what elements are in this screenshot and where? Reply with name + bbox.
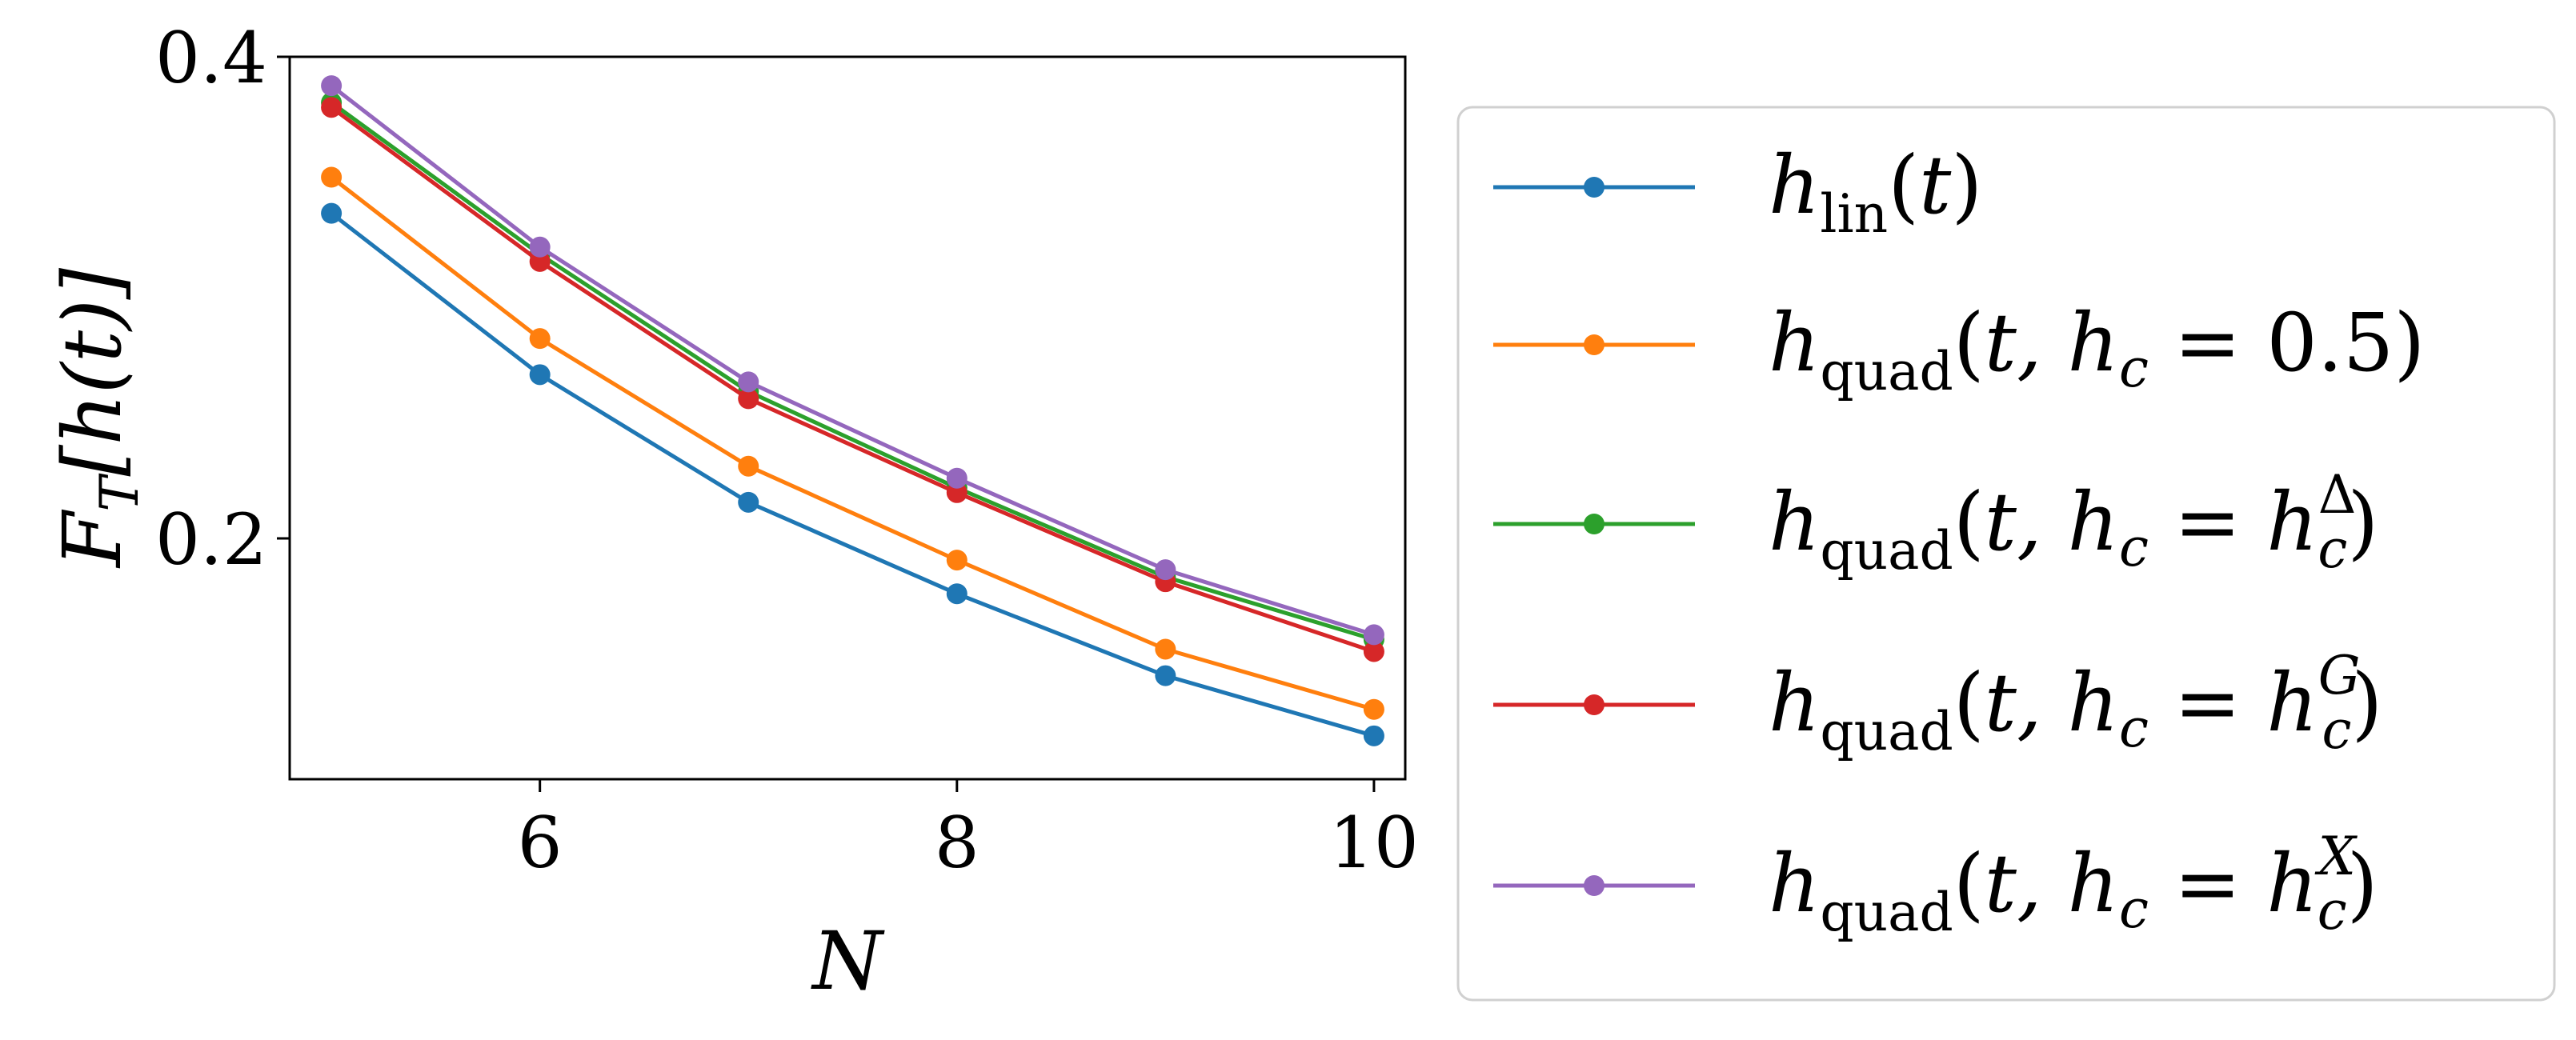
legend-marker bbox=[1584, 694, 1604, 715]
data-point-x bbox=[738, 371, 759, 393]
legend-entry-lin: hlin(t) bbox=[1493, 138, 1982, 245]
legend-entry-g: hquad(t, hc = hG c) bbox=[1493, 645, 2382, 762]
legend-entry-half: hquad(t, hc = 0.5) bbox=[1493, 296, 2425, 402]
data-point-lin bbox=[738, 491, 759, 513]
legend-label: hlin(t) bbox=[1769, 138, 1982, 245]
y-axis-label: FT[h(t)] bbox=[46, 267, 150, 569]
data-point-g bbox=[738, 388, 759, 410]
x-tick-label: 10 bbox=[1329, 802, 1419, 884]
legend-label: hquad(t, hc = hG c) bbox=[1769, 645, 2382, 762]
data-point-g bbox=[529, 250, 551, 272]
legend-label: hquad(t, hc = hX c) bbox=[1769, 826, 2378, 943]
data-point-half bbox=[946, 550, 968, 571]
data-point-half bbox=[1363, 698, 1384, 720]
legend-marker bbox=[1584, 875, 1604, 896]
data-point-half bbox=[1155, 638, 1176, 660]
legend: hlin(t) hquad(t, hc = 0.5) hquad(t, hc = h… bbox=[1493, 138, 2425, 943]
x-tick-label: 6 bbox=[518, 802, 563, 884]
data-point-lin bbox=[1363, 725, 1384, 746]
series-line-lin bbox=[330, 211, 1375, 738]
data-point-lin bbox=[529, 364, 551, 386]
series-line-half bbox=[330, 175, 1375, 712]
svg-text:FT[h(t)]: FT[h(t)] bbox=[46, 267, 150, 569]
y-tick-label: 0.4 bbox=[155, 17, 267, 99]
data-point-half bbox=[321, 166, 343, 188]
series-line-delta bbox=[330, 101, 1375, 642]
series-line-g bbox=[330, 106, 1375, 654]
legend-marker bbox=[1584, 514, 1604, 534]
data-point-g bbox=[321, 97, 343, 118]
legend-entry-x: hquad(t, hc = hX c) bbox=[1493, 826, 2378, 943]
data-point-lin bbox=[321, 202, 343, 224]
x-tick-label: 8 bbox=[935, 802, 980, 884]
legend-box bbox=[1456, 106, 2556, 1002]
x-axis-label: N bbox=[811, 914, 885, 1008]
data-point-x bbox=[321, 75, 343, 97]
legend-label: hquad(t, hc = hΔ c) bbox=[1769, 464, 2378, 582]
data-point-x bbox=[946, 467, 968, 489]
data-point-g bbox=[946, 482, 968, 503]
data-point-g bbox=[1363, 641, 1384, 662]
data-point-lin bbox=[946, 583, 968, 605]
legend-marker bbox=[1584, 177, 1604, 198]
legend-label: hquad(t, hc = 0.5) bbox=[1769, 296, 2425, 402]
plot-area bbox=[288, 55, 1407, 781]
data-point-x bbox=[1363, 624, 1384, 646]
data-point-half bbox=[529, 328, 551, 350]
axis-ticks: 6 8 10 0.2 0.4 bbox=[155, 17, 1419, 884]
y-axis-label-main: F bbox=[46, 509, 139, 569]
series-lines bbox=[321, 75, 1384, 746]
data-point-half bbox=[738, 455, 759, 477]
y-axis-label-rest: [h(t)] bbox=[46, 267, 139, 477]
y-tick-label: 0.2 bbox=[155, 498, 267, 581]
data-point-x bbox=[529, 236, 551, 258]
legend-entry-delta: hquad(t, hc = hΔ c) bbox=[1493, 464, 2378, 582]
legend-marker bbox=[1584, 334, 1604, 355]
data-point-x bbox=[1155, 559, 1176, 581]
data-point-lin bbox=[1155, 665, 1176, 686]
series-line-x bbox=[330, 84, 1375, 637]
y-axis-label-sub: T bbox=[89, 473, 150, 512]
